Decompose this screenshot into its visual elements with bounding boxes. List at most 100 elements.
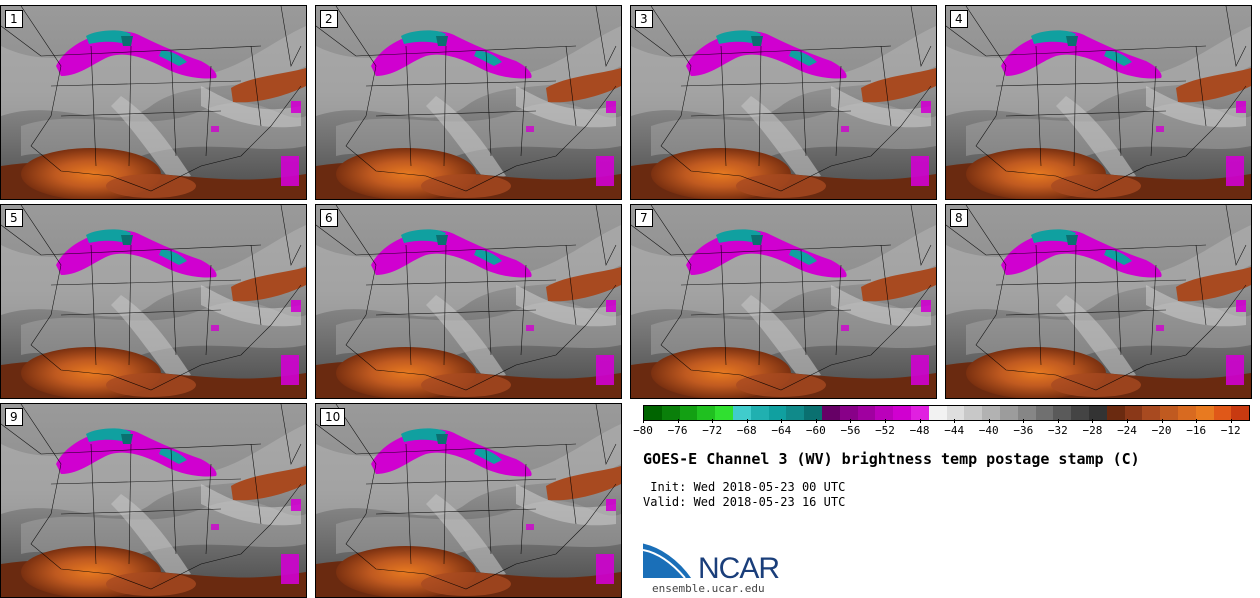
panel-label-9: 9: [5, 408, 23, 426]
colorbar-swatch: [893, 406, 911, 420]
postage-stamp-panel-1: 1: [0, 5, 307, 200]
colorbar-tick-label: −68: [736, 424, 757, 437]
colorbar-swatch: [1124, 406, 1143, 420]
colorbar-tick: [954, 419, 956, 423]
colorbar-tick: [643, 419, 644, 423]
colorbar-tick-label: −28: [1082, 424, 1103, 437]
colorbar-swatch: [661, 406, 680, 420]
postage-stamp-panel-2: 2: [315, 5, 622, 200]
colorbar-tick: [1057, 419, 1059, 423]
site-url[interactable]: ensemble.ucar.edu: [652, 582, 765, 595]
weather-map-1: [1, 6, 306, 199]
ncar-logo-text: NCAR: [698, 552, 780, 585]
colorbar-tick-label: −44: [944, 424, 965, 437]
colorbar-tick: [988, 419, 990, 423]
colorbar-swatch: [999, 406, 1018, 420]
colorbar-tick: [746, 419, 748, 423]
colorbar-swatch: [644, 406, 662, 420]
colorbar-swatch: [1035, 406, 1054, 420]
colorbar-tick: [1092, 419, 1094, 423]
weather-map-6: [316, 205, 621, 398]
colorbar-swatch: [804, 406, 822, 420]
colorbar-swatch: [768, 406, 787, 420]
panel-label-5: 5: [5, 209, 23, 227]
ncar-logo-icon: [643, 540, 695, 579]
postage-stamp-panel-10: 10: [315, 403, 622, 598]
colorbar-swatch: [1231, 406, 1250, 420]
colorbar-tick-label: −24: [1117, 424, 1137, 437]
colorbar-swatch: [1088, 406, 1107, 420]
colorbar-tick-label: −12: [1220, 424, 1241, 437]
colorbar-tick-label: −72: [702, 424, 723, 437]
colorbar-swatch: [910, 406, 929, 420]
weather-map-9: [1, 404, 306, 597]
weather-map-2: [316, 6, 621, 199]
colorbar-swatch: [1195, 406, 1214, 420]
colorbar-tick-label: −80: [633, 424, 653, 437]
colorbar-tick-label: −76: [667, 424, 688, 437]
colorbar-swatch: [786, 406, 805, 420]
colorbar-tick-label: −20: [1151, 424, 1172, 437]
colorbar-tick: [885, 419, 886, 423]
panel-label-1: 1: [5, 10, 23, 28]
panel-label-4: 4: [950, 10, 968, 28]
colorbar-tick: [1161, 419, 1163, 423]
colorbar-tick-label: −64: [771, 424, 792, 437]
colorbar-swatch: [928, 406, 947, 420]
colorbar-tick-label: −60: [805, 424, 826, 437]
colorbar-swatch: [1071, 406, 1089, 420]
colorbar-tick-label: −48: [909, 424, 930, 437]
panel-label-10: 10: [320, 408, 346, 426]
colorbar-swatch: [946, 406, 965, 420]
weather-map-7: [631, 205, 936, 398]
colorbar-swatch: [1053, 406, 1072, 420]
postage-stamp-panel-3: 3: [630, 5, 937, 200]
weather-map-4: [946, 6, 1251, 199]
colorbar-tick-label: −36: [1013, 424, 1034, 437]
postage-stamp-panel-8: 8: [945, 204, 1252, 399]
colorbar-tick-label: −32: [1047, 424, 1068, 437]
postage-stamp-panel-9: 9: [0, 403, 307, 598]
colorbar-swatch: [732, 406, 751, 420]
colorbar-swatch: [1213, 406, 1232, 420]
colorbar-tick-label: −40: [978, 424, 999, 437]
colorbar-swatch: [1017, 406, 1036, 420]
colorbar-swatch: [857, 406, 876, 420]
colorbar-tick: [1127, 419, 1128, 423]
colorbar: [643, 405, 1250, 421]
colorbar-swatch: [715, 406, 733, 420]
colorbar-swatch: [982, 406, 1000, 420]
colorbar-tick: [677, 419, 679, 423]
colorbar-swatch: [1160, 406, 1178, 420]
postage-stamp-panel-4: 4: [945, 5, 1252, 200]
colorbar-swatch: [679, 406, 698, 420]
colorbar-swatch: [821, 406, 840, 420]
colorbar-swatch: [964, 406, 983, 420]
weather-map-5: [1, 205, 306, 398]
postage-stamp-panel-5: 5: [0, 204, 307, 399]
colorbar-swatch: [1177, 406, 1196, 420]
postage-stamp-panel-6: 6: [315, 204, 622, 399]
colorbar-swatch: [750, 406, 769, 420]
colorbar-tick: [815, 419, 817, 423]
panel-label-7: 7: [635, 209, 653, 227]
weather-map-3: [631, 6, 936, 199]
colorbar-swatch: [839, 406, 858, 420]
colorbar-swatch: [1106, 406, 1125, 420]
colorbar-ticks: −80 −76 −72 −68 −64 −60 −56 −52 −48 −44 −40 −36 −32 −…: [633, 419, 1248, 441]
postage-stamp-panel-7: 7: [630, 204, 937, 399]
colorbar-tick: [1230, 419, 1232, 423]
weather-map-10: [316, 404, 621, 597]
colorbar-swatch: [697, 406, 716, 420]
panel-label-6: 6: [320, 209, 338, 227]
colorbar-tick: [781, 419, 783, 423]
colorbar-tick: [712, 419, 714, 423]
colorbar-swatch: [875, 406, 894, 420]
weather-map-8: [946, 205, 1251, 398]
init-time: Init: Wed 2018-05-23 00 UTC: [643, 480, 846, 494]
colorbar-tick-label: −52: [875, 424, 895, 437]
colorbar-tick-label: −16: [1186, 424, 1207, 437]
colorbar-tick: [1023, 419, 1025, 423]
panel-label-3: 3: [635, 10, 653, 28]
colorbar-tick: [919, 419, 921, 423]
